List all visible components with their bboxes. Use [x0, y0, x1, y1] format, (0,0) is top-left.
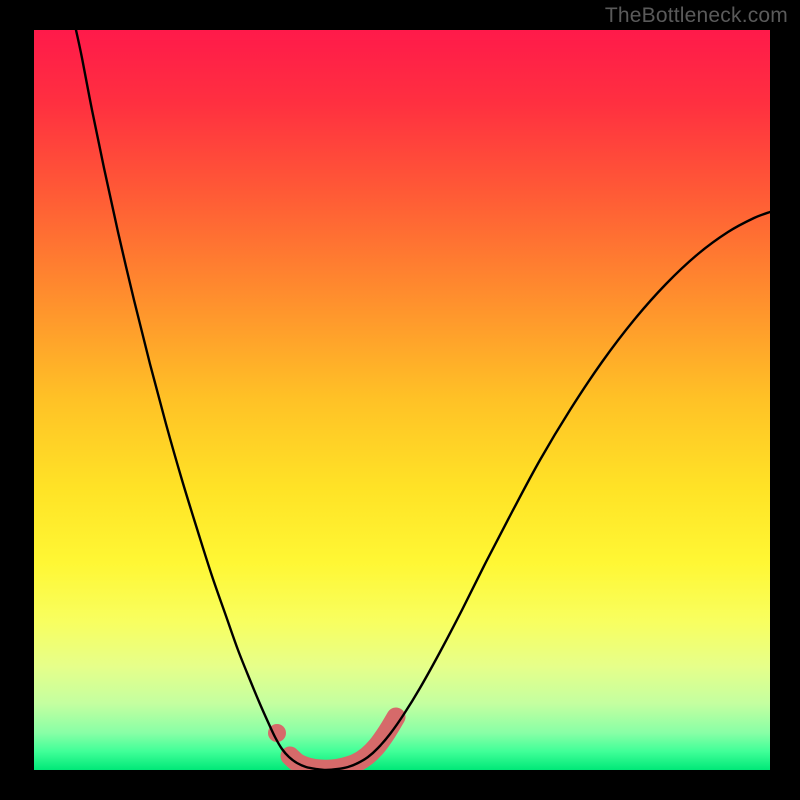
- watermark-text: TheBottleneck.com: [605, 4, 788, 28]
- chart-svg: [0, 0, 800, 800]
- plot-area: [34, 30, 770, 770]
- gradient-background: [34, 30, 770, 770]
- chart-stage: TheBottleneck.com: [0, 0, 800, 800]
